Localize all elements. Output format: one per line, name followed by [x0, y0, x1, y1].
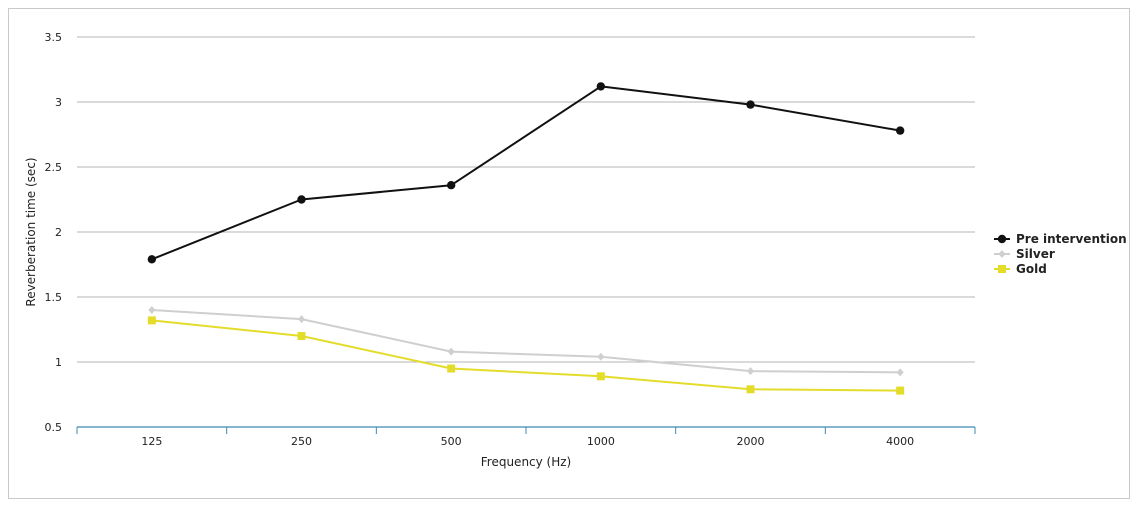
- silver-point: [597, 352, 605, 361]
- pre-intervention-point: [746, 100, 755, 109]
- x-axis-title: Frequency (Hz): [481, 455, 572, 469]
- y-tick-label: 3.5: [45, 31, 63, 44]
- series-pre-intervention: [147, 82, 905, 264]
- series-layer: [147, 82, 905, 395]
- legend-swatch-marker: [998, 265, 1006, 273]
- x-tick-label: 125: [141, 435, 162, 448]
- y-tick-labels: 0.5 1 1.5 2 2.5 3 3.5: [45, 31, 63, 434]
- pre-intervention-point: [596, 82, 606, 91]
- x-tick-label: 2000: [737, 435, 765, 448]
- legend-label: Pre intervention: [1016, 232, 1127, 246]
- y-axis-title: Reverberation time (sec): [24, 157, 38, 306]
- x-tick-label: 500: [441, 435, 462, 448]
- silver-point: [747, 367, 754, 376]
- y-tick-label: 2.5: [45, 161, 63, 174]
- x-tick-label: 250: [291, 435, 312, 448]
- legend-swatch-marker: [998, 250, 1006, 258]
- y-tick-label: 0.5: [45, 421, 63, 434]
- gold-point: [147, 316, 156, 325]
- gold-line: [151, 319, 901, 392]
- pre-intervention-point: [147, 255, 157, 264]
- chart-frame: [8, 8, 1130, 499]
- silver-point: [896, 368, 904, 377]
- silver-point: [447, 347, 455, 356]
- legend-swatch-marker: [997, 234, 1007, 244]
- x-tick-label: 1000: [587, 435, 615, 448]
- gold-point: [746, 385, 755, 394]
- series-gold: [147, 316, 905, 395]
- x-axis: 125 250 500 1000 2000 4000: [76, 426, 976, 448]
- gold-point: [297, 332, 306, 340]
- silver-point: [298, 315, 305, 324]
- legend-item-silver: Silver: [994, 247, 1055, 261]
- legend-item-pre-intervention: Pre intervention: [994, 232, 1127, 246]
- series-silver: [148, 306, 904, 377]
- silver-line: [151, 309, 901, 374]
- gold-point: [896, 386, 905, 395]
- gold-point: [447, 364, 456, 373]
- legend-label: Gold: [1016, 262, 1047, 276]
- pre-intervention-point: [895, 126, 905, 135]
- legend-item-gold: Gold: [994, 262, 1047, 276]
- pre-intervention-point: [446, 181, 456, 190]
- legend-label: Silver: [1016, 247, 1055, 261]
- gridlines: [77, 36, 975, 363]
- y-tick-label: 1: [55, 356, 62, 369]
- pre-intervention-point: [297, 195, 306, 204]
- silver-point: [148, 306, 156, 314]
- gold-point: [596, 372, 605, 381]
- y-tick-label: 3: [55, 96, 62, 109]
- pre-intervention-line: [151, 85, 901, 261]
- y-tick-label: 1.5: [45, 291, 63, 304]
- x-tick-label: 4000: [886, 435, 914, 448]
- y-tick-label: 2: [55, 226, 62, 239]
